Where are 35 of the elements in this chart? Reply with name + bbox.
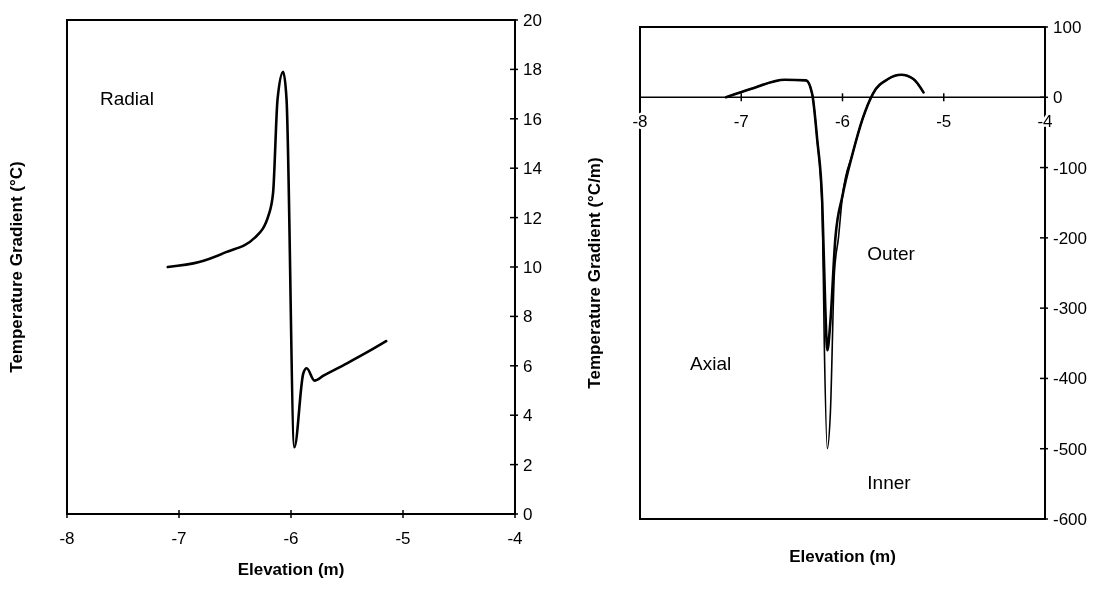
y-tick-label: 0 (1053, 88, 1063, 108)
y-axis-title: Temperature Gradient (°C/m) (585, 157, 604, 389)
text: Inner (867, 471, 912, 493)
y-tick-label: 18 (523, 60, 542, 80)
y-tick-label: 16 (523, 109, 542, 129)
y-tick-label: 12 (523, 208, 542, 228)
x-tick-label: -5 (395, 529, 411, 548)
x-tick-label: -6 (283, 529, 299, 548)
y-tick-label: -200 (1053, 228, 1088, 248)
y-tick-label: 0 (523, 505, 533, 524)
y-tick-label: 6 (523, 356, 533, 376)
y-tick-label: -600 (1053, 510, 1088, 529)
y-tick-label: 10 (523, 258, 542, 277)
x-axis-title: Elevation (m) (237, 560, 345, 579)
x-tick-label: -7 (171, 529, 187, 548)
annotation: Axial (690, 353, 732, 374)
y-tick-label: 2 (523, 455, 533, 475)
x-tick-label: -4 (507, 529, 523, 548)
x-tick-label: -7 (733, 112, 749, 132)
x-tick-label: -6 (834, 112, 851, 132)
y-tick-label: -100 (1053, 158, 1088, 178)
y-axis-title: Temperature Gradient (°C) (7, 161, 26, 373)
annotation: Radial (100, 88, 154, 109)
x-tick-label: -8 (59, 529, 75, 548)
x-tick-label: -5 (936, 112, 952, 132)
y-tick-label: 20 (523, 11, 542, 30)
y-tick-label: 100 (1053, 18, 1082, 37)
y-tick-label: 8 (523, 307, 533, 327)
y-tick-label: -300 (1053, 299, 1088, 319)
y-tick-label: 14 (523, 159, 542, 179)
series-label: Outer (867, 243, 916, 265)
y-tick-label: -400 (1053, 369, 1088, 389)
y-tick-label: 4 (523, 406, 533, 426)
x-axis-title: Elevation (m) (789, 547, 896, 566)
y-tick-label: -500 (1053, 439, 1088, 459)
